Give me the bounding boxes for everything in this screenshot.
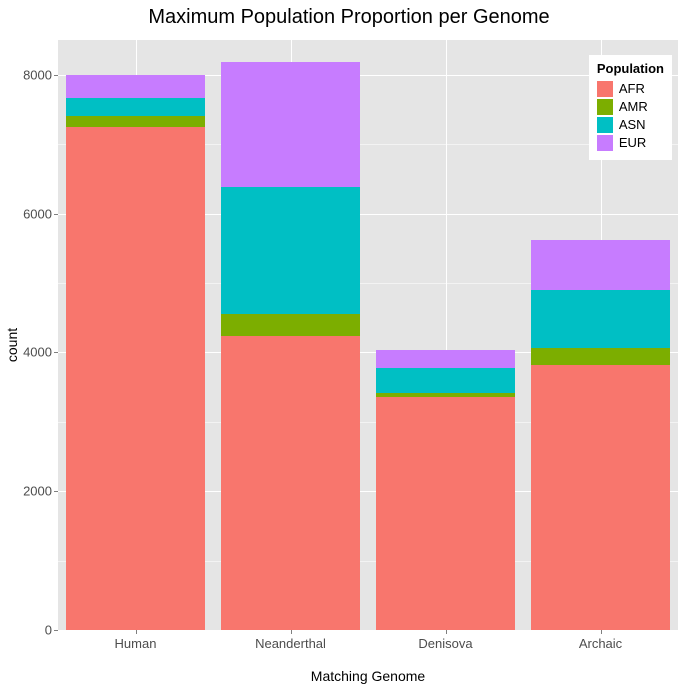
x-tick-label: Archaic [579, 636, 622, 651]
bar-segment-asn [221, 187, 361, 313]
legend-item-amr: AMR [597, 98, 664, 116]
y-tick-mark [54, 214, 58, 215]
bar-segment-asn [376, 368, 516, 393]
y-tick-mark [54, 491, 58, 492]
x-tick-mark [601, 630, 602, 634]
legend-label: AFR [619, 80, 645, 98]
bar-segment-afr [376, 397, 516, 630]
bar-segment-afr [66, 127, 206, 630]
legend-title: Population [597, 61, 664, 76]
x-tick-mark [446, 630, 447, 634]
bar-segment-eur [531, 240, 671, 290]
legend-swatch [597, 81, 613, 97]
bar-segment-amr [221, 314, 361, 336]
chart-container: Maximum Population Proportion per Genome… [0, 0, 698, 690]
legend-item-eur: EUR [597, 134, 664, 152]
bar-segment-eur [221, 62, 361, 187]
y-tick-mark [54, 630, 58, 631]
gridline-major [58, 630, 678, 631]
bar-segment-asn [531, 290, 671, 348]
legend-swatch [597, 117, 613, 133]
bar-stack [221, 62, 361, 630]
bar-stack [531, 240, 671, 630]
x-axis-title: Matching Genome [58, 668, 678, 684]
bar-segment-eur [376, 350, 516, 368]
y-tick-mark [54, 75, 58, 76]
y-tick-mark [54, 352, 58, 353]
y-tick-label: 6000 [2, 206, 52, 221]
legend-label: EUR [619, 134, 646, 152]
legend-label: ASN [619, 116, 646, 134]
chart-title: Maximum Population Proportion per Genome [0, 6, 698, 29]
legend-swatch [597, 135, 613, 151]
bar-stack [66, 75, 206, 630]
legend-item-afr: AFR [597, 80, 664, 98]
legend-item-asn: ASN [597, 116, 664, 134]
bar-segment-eur [66, 75, 206, 99]
bar-segment-afr [221, 336, 361, 630]
y-tick-label: 4000 [2, 345, 52, 360]
x-tick-mark [136, 630, 137, 634]
x-tick-mark [291, 630, 292, 634]
bar-stack [376, 350, 516, 630]
legend-swatch [597, 99, 613, 115]
bar-segment-asn [66, 98, 206, 116]
plot-area [58, 40, 678, 630]
x-tick-label: Human [115, 636, 157, 651]
bar-segment-afr [531, 365, 671, 630]
y-tick-label: 8000 [2, 67, 52, 82]
legend: Population AFRAMRASNEUR [589, 55, 672, 160]
y-tick-label: 0 [2, 623, 52, 638]
bar-segment-amr [531, 348, 671, 365]
x-tick-label: Denisova [418, 636, 472, 651]
x-tick-label: Neanderthal [255, 636, 326, 651]
legend-label: AMR [619, 98, 648, 116]
bar-segment-amr [66, 116, 206, 127]
y-tick-label: 2000 [2, 484, 52, 499]
